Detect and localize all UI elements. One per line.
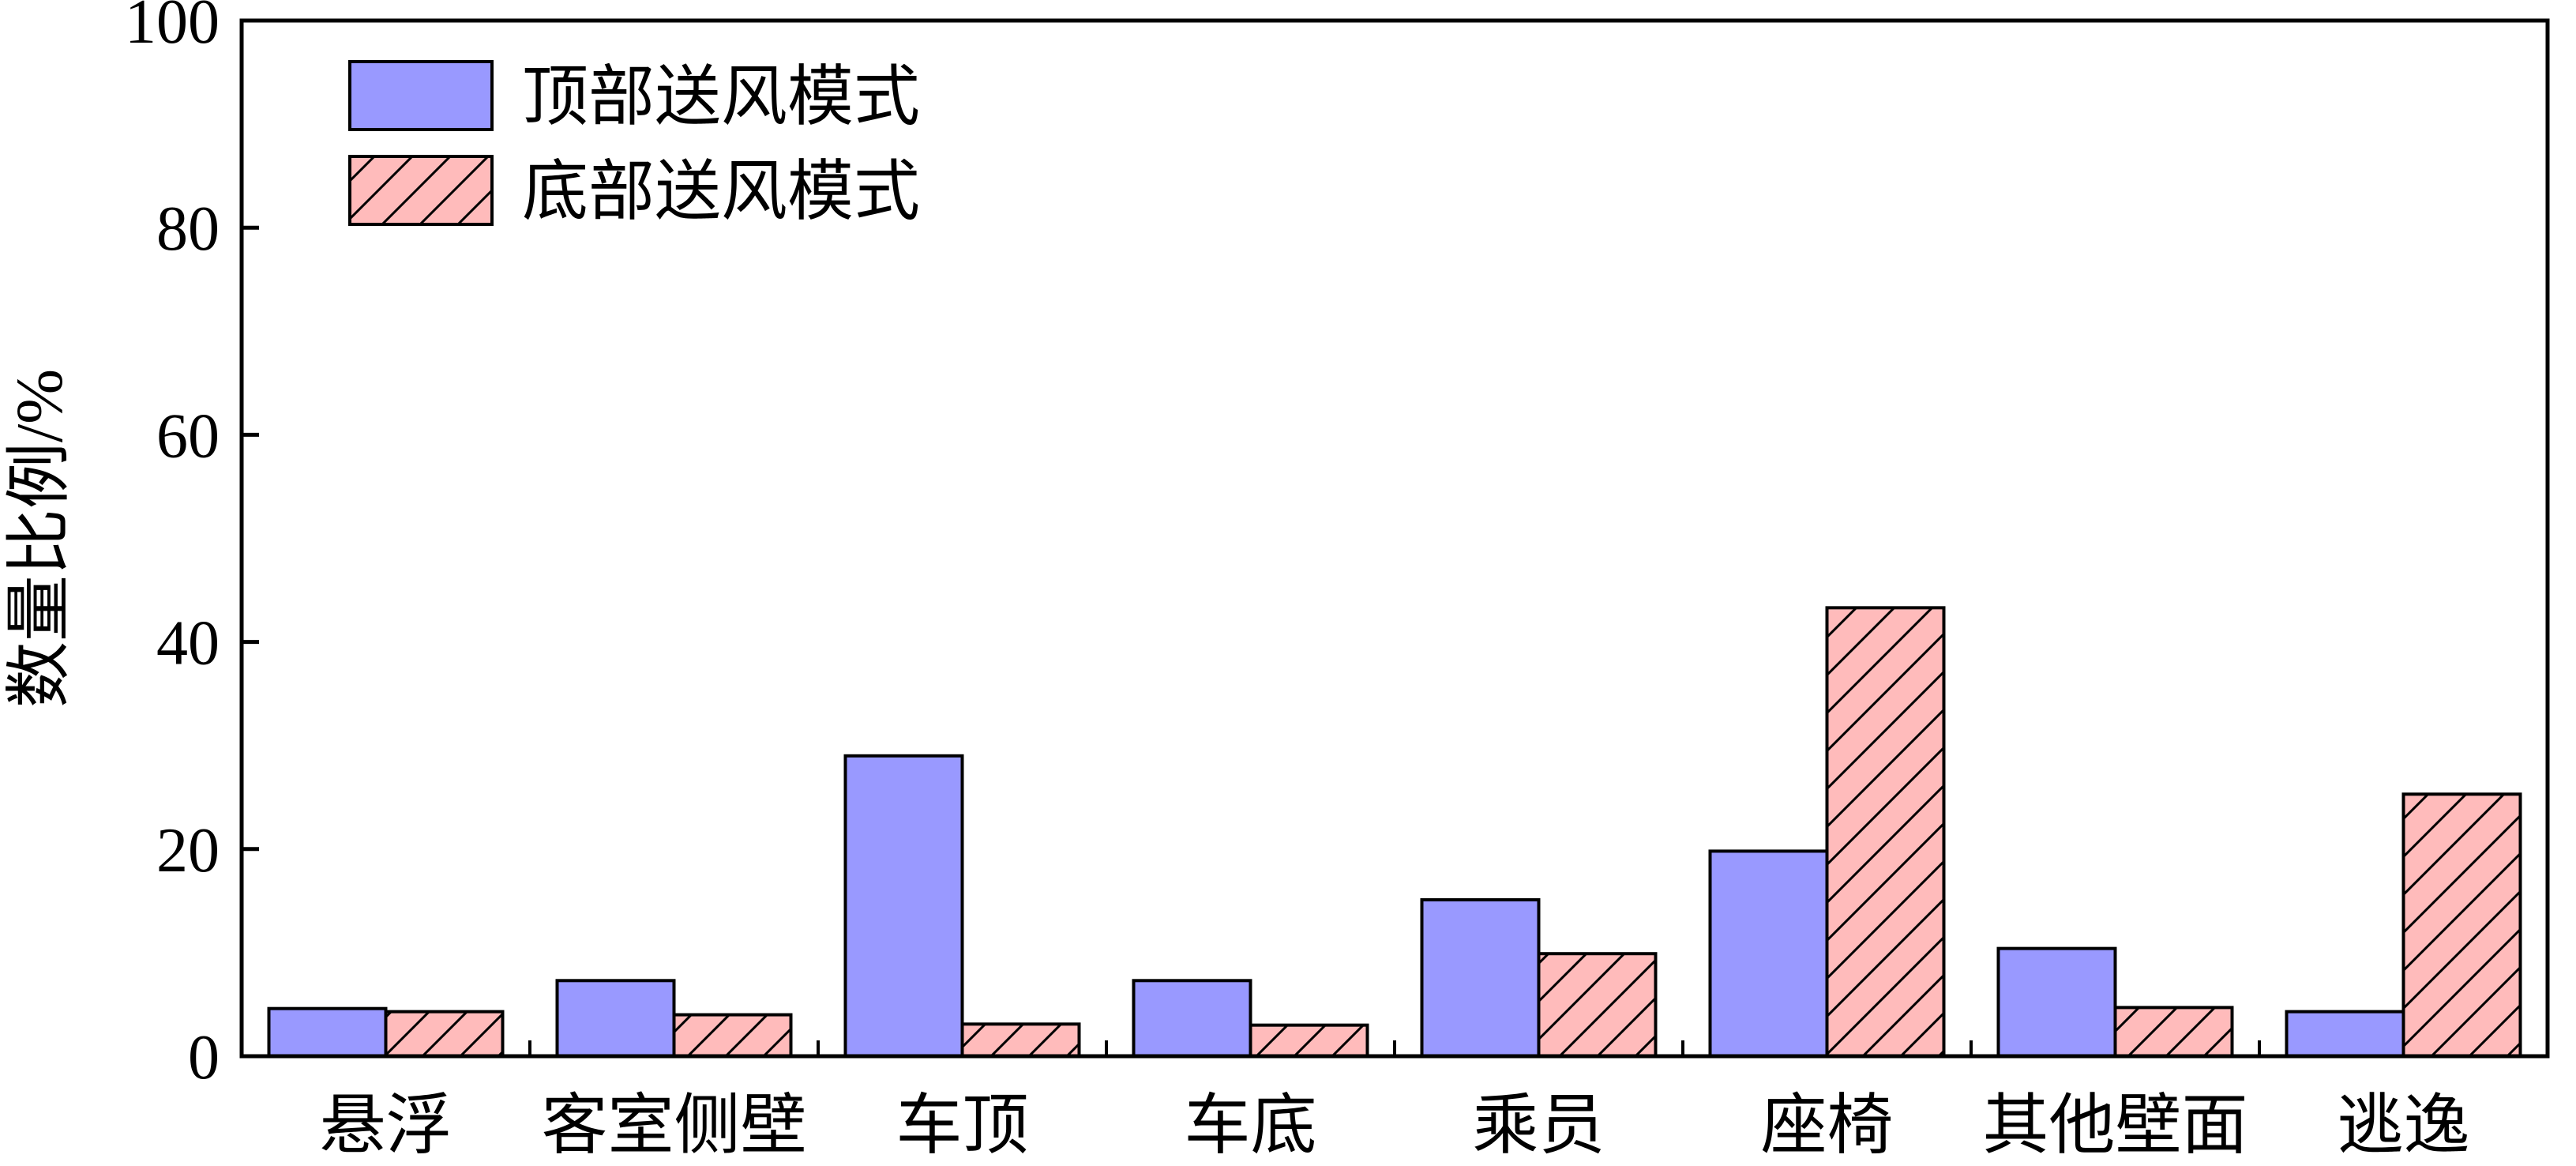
- bar-top-7: [2285, 1010, 2405, 1058]
- legend-label: 底部送风模式: [522, 156, 920, 229]
- y-tick-label: 20: [156, 816, 220, 886]
- x-tick-label: 逃逸: [2337, 1089, 2469, 1162]
- y-axis-title: 数量比例/%: [3, 369, 77, 708]
- x-tick-label: 座椅: [1760, 1089, 1893, 1162]
- bar-bottom-6: [2113, 1006, 2234, 1059]
- bar-top-6: [1996, 946, 2117, 1058]
- y-tick-label: 80: [156, 194, 220, 264]
- bar-bottom-0: [384, 1010, 505, 1058]
- bar-top-3: [1132, 979, 1252, 1058]
- legend-label: 顶部送风模式: [522, 61, 920, 134]
- bar-bottom-2: [960, 1022, 1081, 1059]
- bar-bottom-4: [1537, 952, 1658, 1059]
- bar-bottom-5: [1825, 606, 1946, 1058]
- bar-top-5: [1708, 849, 1829, 1058]
- legend-swatch: [348, 155, 494, 226]
- bar-bottom-7: [2401, 792, 2522, 1059]
- x-tick-label: 车底: [1184, 1089, 1316, 1162]
- legend-swatch: [348, 60, 494, 131]
- bar-bottom-3: [1249, 1023, 1369, 1059]
- bar-top-4: [1420, 898, 1541, 1058]
- bar-top-2: [843, 754, 964, 1058]
- y-tick-label: 0: [188, 1023, 220, 1093]
- y-tick-label: 60: [156, 401, 220, 471]
- x-tick-label: 悬浮: [319, 1089, 452, 1162]
- bar-top-0: [267, 1006, 388, 1058]
- x-tick-label: 客室侧壁: [541, 1089, 806, 1162]
- bar-bottom-1: [672, 1013, 793, 1059]
- x-tick-label: 乘员: [1472, 1089, 1605, 1162]
- y-tick-label: 40: [156, 609, 220, 679]
- x-tick-label: 车顶: [896, 1089, 1028, 1162]
- x-tick-label: 其他壁面: [1982, 1089, 2247, 1162]
- bar-top-1: [555, 979, 676, 1058]
- y-tick-label: 100: [125, 0, 220, 57]
